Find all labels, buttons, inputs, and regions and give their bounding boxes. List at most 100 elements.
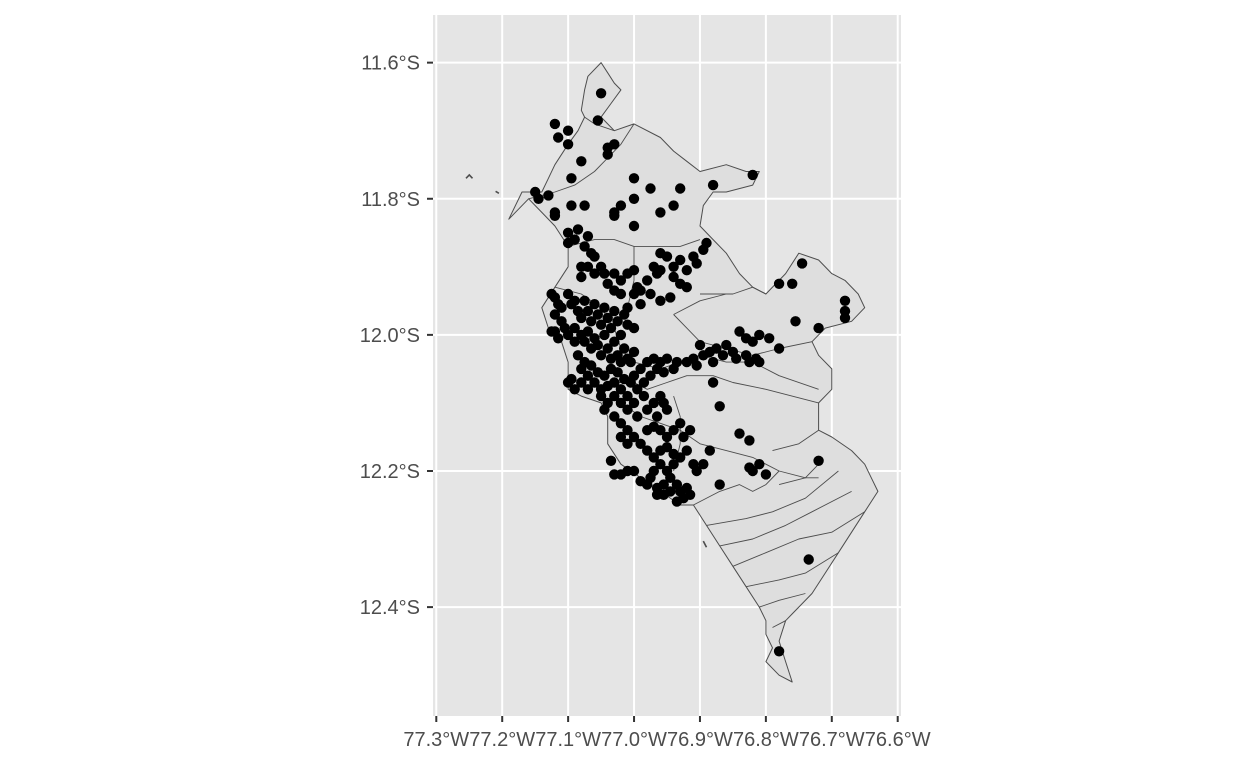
data-point-39 [589,268,600,279]
data-point-173 [694,339,706,351]
data-point-33 [572,224,584,235]
data-point-231 [655,459,666,470]
data-point-205 [661,404,673,415]
data-point-28 [655,207,666,218]
data-point-18 [543,190,554,201]
data-point-197 [796,258,808,269]
x-tick-label-3: 77.0°W [601,729,667,751]
data-point-261 [754,459,765,470]
data-point-194 [691,360,702,371]
data-point-242 [671,496,683,507]
data-point-35 [582,231,594,242]
y-tick-label-1: 11.8°S [361,189,420,211]
data-point-191 [773,343,785,354]
data-point-195 [773,278,785,289]
data-point-9 [576,156,587,167]
data-point-253 [605,455,617,466]
data-point-4 [602,149,613,160]
data-point-138 [615,384,627,395]
data-point-61 [655,265,666,276]
data-point-103 [569,336,580,347]
data-point-14 [707,179,719,191]
data-point-258 [734,428,745,439]
data-point-137 [612,367,623,378]
data-point-188 [747,336,758,347]
data-point-88 [595,319,607,330]
data-point-199 [813,322,824,334]
data-point-89 [599,302,610,313]
data-point-223 [661,442,673,453]
district-border-18 [732,511,865,567]
data-point-21 [566,200,577,211]
data-point-219 [635,438,646,449]
data-point-7 [562,125,574,136]
data-point-230 [704,445,715,456]
data-point-238 [665,472,676,483]
data-points [530,88,851,657]
x-tick-label-1: 77.2°W [469,729,535,751]
data-point-265 [803,554,814,565]
data-point-164 [599,404,610,415]
data-point-44 [602,278,613,289]
data-point-142 [628,370,640,381]
data-point-202 [839,312,851,324]
data-point-176 [707,356,719,368]
data-point-130 [589,377,600,388]
data-point-72 [665,292,676,303]
x-tick-label-7: 76.6°W [865,729,931,751]
data-point-56 [681,265,692,276]
data-point-82 [576,312,587,324]
data-point-43 [599,268,610,279]
data-point-247 [635,476,646,487]
y-tick-label-2: 12.0°S [360,325,420,347]
data-point-11 [628,173,640,184]
data-point-98 [622,302,633,313]
data-point-92 [609,305,620,317]
district-border-0 [528,123,635,200]
data-point-13 [675,183,686,194]
data-point-170 [638,390,650,402]
data-point-73 [675,278,686,289]
data-point-255 [707,377,719,388]
data-point-40 [576,271,587,283]
data-point-208 [642,425,653,436]
x-tick-label-6: 76.7°W [799,729,865,751]
data-point-167 [622,404,633,415]
data-point-113 [602,343,613,354]
data-point-46 [615,288,627,300]
data-point-144 [635,363,646,375]
axes: 77.3°W 77.2°W 77.1°W 77.0°W 76.9°W 76.8°W 76.7… [360,53,931,751]
data-point-254 [609,469,620,480]
data-point-156 [569,384,580,395]
data-point-112 [599,329,610,341]
data-point-58 [691,258,702,269]
data-point-225 [675,452,686,463]
data-point-62 [668,271,679,283]
data-point-198 [790,316,801,327]
data-point-17 [533,193,544,204]
data-point-210 [661,431,673,443]
data-point-213 [678,431,689,443]
islet-1 [495,190,500,194]
data-point-53 [661,251,673,262]
data-point-104 [569,322,580,334]
data-point-87 [592,309,603,320]
data-point-151 [658,367,669,378]
district-border-20 [759,593,806,608]
district-border-17 [719,490,852,547]
data-point-165 [609,411,620,422]
data-point-145 [638,377,650,388]
data-point-22 [579,200,590,211]
data-point-200 [839,295,851,306]
islet-0 [465,173,474,179]
data-point-70 [635,299,646,310]
data-point-32 [569,234,580,245]
data-point-168 [628,397,640,409]
data-point-218 [628,431,640,443]
data-point-102 [562,329,574,341]
data-point-186 [734,326,745,337]
data-point-41 [576,261,587,272]
data-point-226 [681,445,692,456]
data-point-133 [599,370,610,381]
